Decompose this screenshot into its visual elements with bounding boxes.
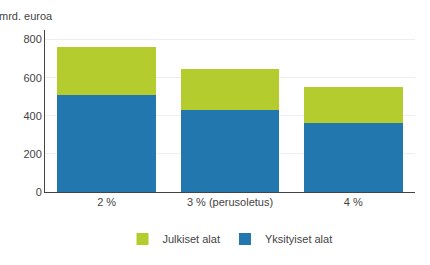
svg-text:Julkiset alat: Julkiset alat [163, 233, 220, 245]
svg-text:4 %: 4 % [344, 196, 363, 208]
svg-text:200: 200 [23, 148, 41, 160]
svg-text:mrd. euroa: mrd. euroa [0, 10, 53, 22]
svg-text:Yksityiset alat: Yksityiset alat [265, 233, 332, 245]
svg-text:400: 400 [23, 110, 41, 122]
svg-text:3 % (perusoletus): 3 % (perusoletus) [187, 196, 273, 208]
svg-text:0: 0 [36, 186, 42, 198]
svg-text:600: 600 [23, 72, 41, 84]
svg-text:800: 800 [23, 33, 41, 45]
svg-text:2 %: 2 % [97, 196, 116, 208]
